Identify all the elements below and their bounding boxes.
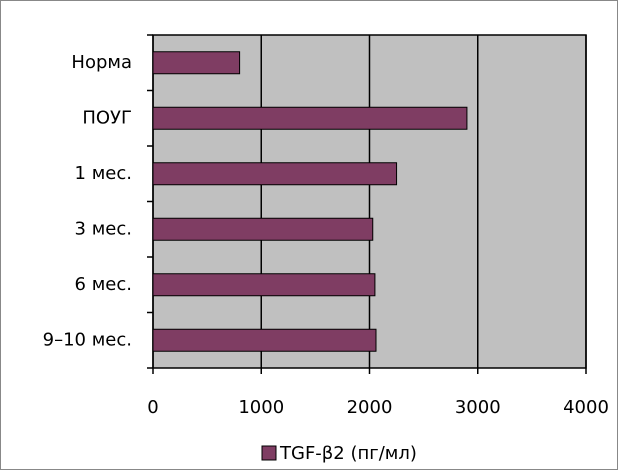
bar [152,162,398,186]
y-tick-label: ПОУГ [82,107,132,128]
y-tick-label: Норма [71,52,132,73]
x-tick-label: 1000 [238,397,284,418]
y-tick-label: 6 мес. [75,274,132,295]
y-tick-label: 1 мес. [75,163,132,184]
x-tick-label: 4000 [563,397,609,418]
x-tick-label: 3000 [455,397,501,418]
legend-swatch [261,445,277,461]
legend-label: TGF-β2 (пг/мл) [279,443,417,464]
bar [152,106,468,130]
bar [152,51,241,75]
y-tick-label: 3 мес. [75,218,132,239]
bar [152,328,377,352]
x-tick-label: 2000 [347,397,393,418]
x-tick-label: 0 [147,397,158,418]
y-tick-label: 9–10 мес. [43,329,132,350]
bar [152,217,374,241]
bar [152,273,376,297]
